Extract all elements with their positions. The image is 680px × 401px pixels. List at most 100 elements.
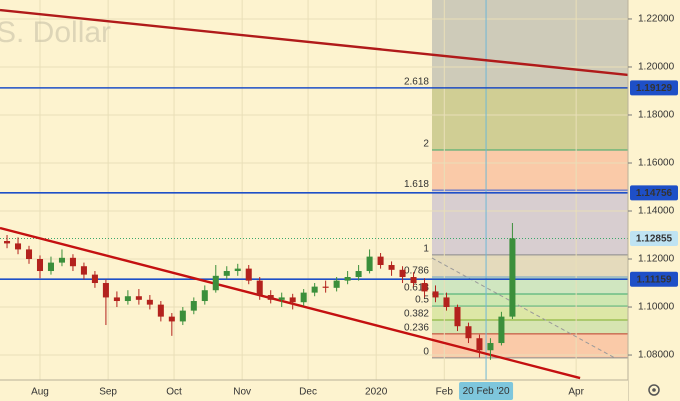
candle-body bbox=[388, 265, 395, 270]
fib-level-label: 0.382 bbox=[404, 309, 429, 320]
candle-body bbox=[234, 268, 241, 272]
fib-level-label: 0.5 bbox=[415, 295, 429, 306]
price-tag bbox=[630, 185, 678, 201]
fib-level-label: 0.618 bbox=[404, 283, 429, 294]
candle-body bbox=[80, 266, 87, 275]
candle-body bbox=[355, 271, 362, 278]
fib-band bbox=[431, 277, 628, 295]
fib-level-label: 0.236 bbox=[404, 323, 429, 334]
price-tag-label: 1.19129 bbox=[636, 83, 673, 94]
y-tick-label: 1.20000 bbox=[638, 62, 675, 73]
candle-body bbox=[4, 241, 11, 244]
candle-body bbox=[509, 238, 516, 317]
candle-body bbox=[36, 259, 44, 272]
trendline bbox=[0, 8, 629, 77]
fib-band bbox=[431, 254, 628, 278]
candle-body bbox=[168, 316, 175, 322]
price-tag-label: 1.14756 bbox=[636, 188, 673, 199]
candle-body bbox=[432, 291, 439, 298]
y-tick-label: 1.14000 bbox=[638, 206, 675, 217]
candle-body bbox=[212, 275, 219, 291]
candle-body bbox=[146, 299, 153, 305]
candle-body bbox=[476, 338, 483, 351]
fib-band bbox=[431, 87, 628, 151]
candle-body bbox=[256, 280, 263, 296]
price-tag bbox=[630, 80, 678, 96]
fib-level-label: 1.618 bbox=[404, 179, 429, 190]
candle-body bbox=[377, 256, 384, 266]
x-tick-label: Feb bbox=[436, 387, 454, 398]
axes: 1.22000 1.20000 1.18000 1.16000 1.14000 1.120… bbox=[31, 14, 678, 400]
candle-body bbox=[14, 243, 22, 250]
candle-body bbox=[278, 297, 285, 300]
candle-body bbox=[124, 296, 131, 302]
fib-band bbox=[431, 306, 628, 320]
fib-level-label: 2 bbox=[423, 139, 429, 150]
candle-body bbox=[58, 257, 65, 263]
trendline bbox=[0, 226, 581, 380]
y-tick-label: 1.12000 bbox=[638, 254, 675, 265]
x-tick-label: 2020 bbox=[365, 387, 388, 398]
candle-body bbox=[91, 274, 98, 284]
y-tick-label: 1.16000 bbox=[638, 158, 675, 169]
fib-level-label: 0.786 bbox=[404, 266, 429, 277]
candle-body bbox=[487, 343, 494, 351]
candle-body bbox=[223, 271, 230, 276]
candle-body bbox=[443, 297, 450, 308]
crosshair-tag bbox=[459, 382, 514, 400]
x-tick-label: Apr bbox=[568, 387, 584, 398]
fib-level-label: 0 bbox=[423, 347, 429, 358]
settings-icon[interactable] bbox=[648, 384, 660, 396]
price-tag-label: 1.12855 bbox=[636, 234, 673, 245]
candle-body bbox=[410, 277, 417, 284]
candle-body bbox=[421, 283, 428, 292]
candle-body bbox=[300, 292, 307, 303]
price-tag-label: 1.11159 bbox=[636, 274, 671, 285]
candle-body bbox=[322, 286, 329, 288]
candle-body bbox=[311, 286, 318, 293]
candle-body bbox=[25, 249, 33, 260]
candle-body bbox=[190, 301, 197, 311]
x-tick-label: Aug bbox=[31, 387, 49, 398]
candle-body bbox=[69, 257, 76, 267]
x-tick-label: Oct bbox=[166, 387, 182, 398]
fib-band bbox=[431, 0, 628, 88]
y-tick-label: 1.22000 bbox=[638, 14, 675, 25]
fib-band bbox=[431, 333, 628, 358]
candle-body bbox=[201, 290, 208, 302]
fib-band bbox=[431, 150, 628, 191]
plot bbox=[0, 0, 629, 380]
candle-body bbox=[102, 283, 109, 298]
x-tick-label: Dec bbox=[299, 387, 317, 398]
candle-body bbox=[47, 262, 54, 272]
candle-body bbox=[289, 297, 296, 303]
candle-body bbox=[245, 268, 252, 281]
candle-body bbox=[465, 326, 472, 339]
y-tick-label: 1.18000 bbox=[638, 110, 675, 121]
grid bbox=[0, 0, 628, 380]
x-tick-label: Sep bbox=[99, 387, 117, 398]
candle-body bbox=[366, 256, 373, 272]
candle-body bbox=[267, 295, 274, 300]
fib-band bbox=[431, 294, 628, 307]
price-tag bbox=[630, 230, 678, 246]
y-axis-panel bbox=[628, 0, 680, 401]
price-tag bbox=[630, 271, 678, 287]
candle-body bbox=[399, 269, 406, 278]
candle-body bbox=[454, 307, 461, 327]
candle-body bbox=[157, 304, 164, 317]
y-tick-label: 1.08000 bbox=[638, 350, 675, 361]
candle-body bbox=[113, 297, 120, 302]
crosshair-label: 20 Feb '20 bbox=[463, 386, 510, 397]
fib-band bbox=[431, 190, 628, 255]
x-tick-label: Nov bbox=[233, 387, 251, 398]
fib-level-label: 1 bbox=[423, 244, 429, 255]
y-tick-label: 1.10000 bbox=[638, 302, 675, 313]
chart-title: S. Dollar bbox=[0, 16, 111, 49]
candle-body bbox=[179, 310, 186, 322]
candle-body bbox=[333, 280, 340, 288]
candle-body bbox=[135, 296, 142, 300]
